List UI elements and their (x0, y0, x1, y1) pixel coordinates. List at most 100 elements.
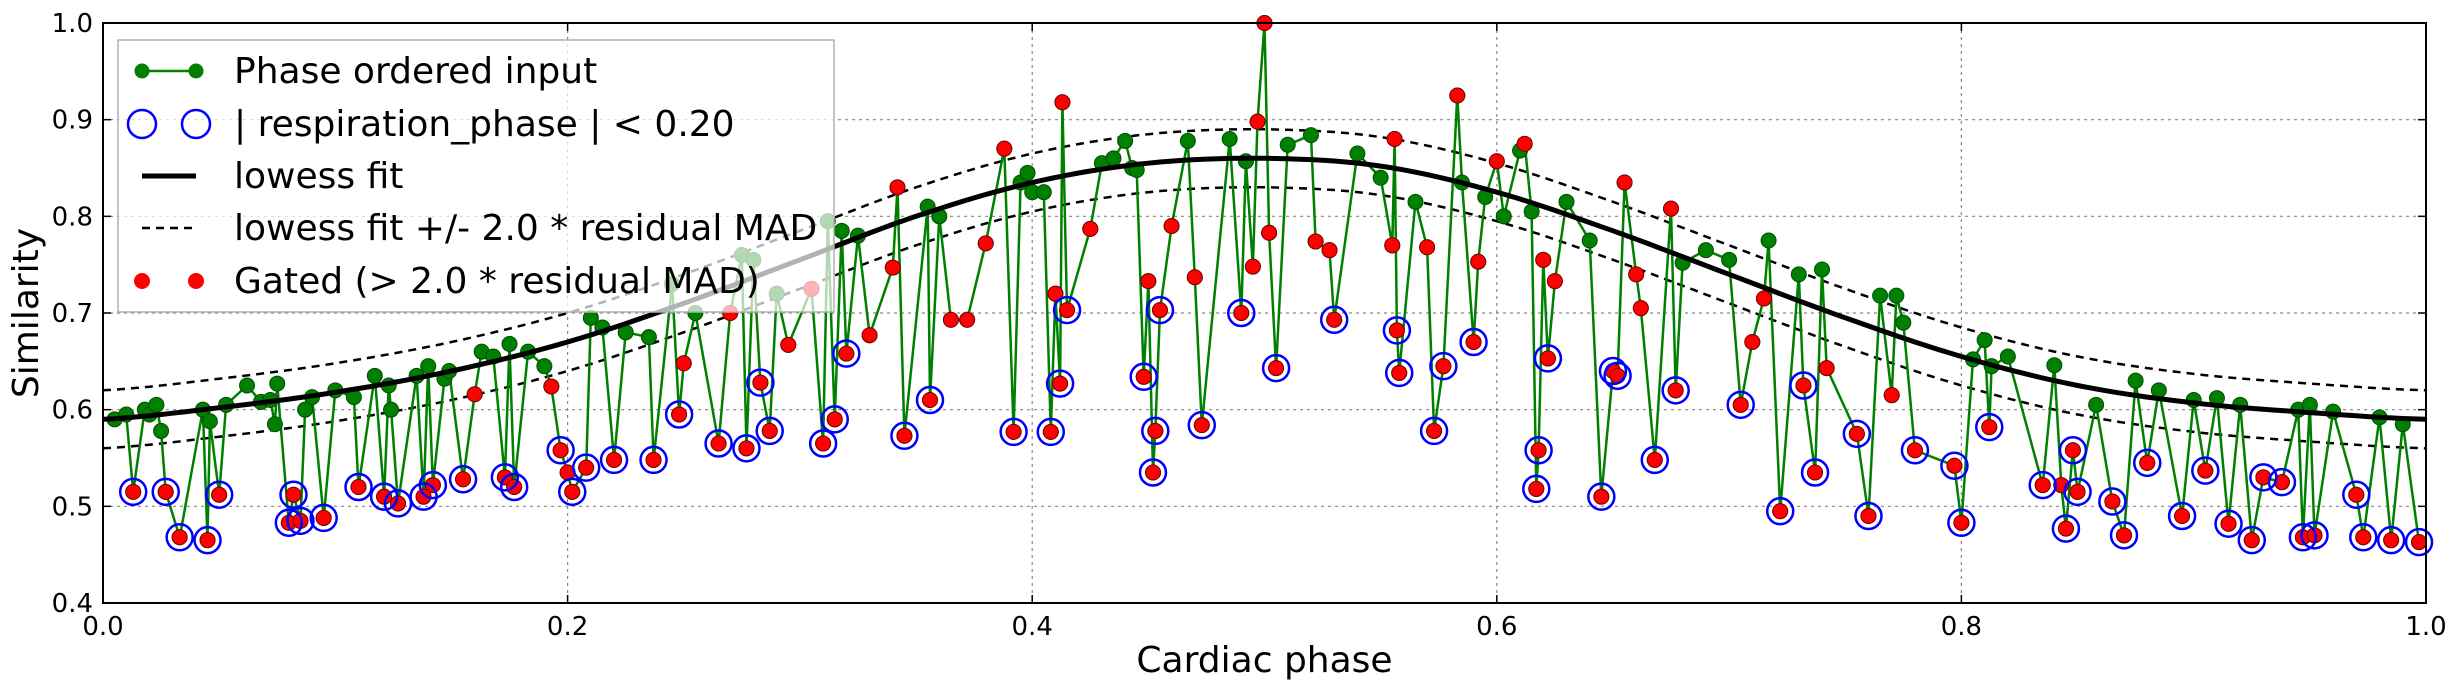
gated-point (1059, 302, 1076, 319)
gated-point (2064, 442, 2081, 459)
respiration-marker (1800, 458, 1830, 487)
gated-point (1233, 305, 1250, 321)
legend-respiration-circle (126, 108, 158, 140)
gated-point (1465, 334, 1482, 350)
gated-point (996, 140, 1013, 157)
gated-point (1906, 442, 1923, 459)
input-point (1302, 127, 1319, 144)
gated-point (1391, 364, 1408, 381)
respiration-marker (571, 453, 601, 482)
gated-point (211, 486, 228, 503)
gated-point (1981, 419, 1998, 436)
legend-respiration-circle (180, 108, 212, 140)
respiration-marker (1524, 436, 1553, 465)
gated-point (1795, 377, 1812, 394)
legend-input-dot (188, 63, 204, 79)
gated-series (125, 15, 2428, 551)
input-point (1581, 232, 1598, 249)
gated-point (2139, 454, 2156, 471)
gated-point (1244, 258, 1261, 275)
respiration-marker (286, 506, 315, 536)
legend-label: lowess fit (234, 156, 403, 197)
gated-point (2069, 483, 2086, 500)
respiration-marker (755, 416, 784, 446)
gated-point (1384, 237, 1401, 254)
input-point (1872, 287, 1889, 304)
gated-point (424, 477, 441, 494)
input-point (1697, 242, 1714, 259)
input-point (1372, 169, 1389, 186)
input-point (1407, 193, 1424, 210)
input-point (201, 413, 218, 430)
x-tick-label: 0.6 (1476, 612, 1517, 642)
respiration-marker (2191, 456, 2220, 485)
x-axis-label: Cardiac phase (1136, 640, 1392, 681)
input-point (420, 358, 437, 375)
respiration-marker (2376, 525, 2406, 555)
respiration-marker (344, 472, 373, 502)
gated-point (1470, 253, 1487, 270)
gated-point (1663, 200, 1680, 217)
gated-point (838, 345, 855, 362)
input-point (1976, 332, 1993, 349)
respiration-marker (1052, 295, 1082, 325)
respiration-marker (2288, 523, 2318, 552)
gated-point (1163, 218, 1180, 234)
y-tick-label: 0.8 (52, 202, 93, 232)
respiration-marker (664, 400, 694, 429)
gated-point (1449, 87, 1466, 104)
gated-point (1249, 113, 1266, 130)
gated-point (315, 509, 332, 526)
respiration-marker (832, 339, 861, 368)
gated-point (1193, 417, 1210, 434)
gated-point (2104, 493, 2121, 510)
input-point (1179, 132, 1196, 149)
input-point (833, 222, 850, 239)
gated-point (942, 311, 959, 328)
y-tick-label: 1.0 (52, 9, 93, 39)
input-point (1790, 266, 1807, 283)
respiration-marker (369, 482, 399, 511)
respiration-marker (490, 463, 520, 492)
gated-point (675, 355, 692, 372)
gated-point (415, 488, 432, 505)
respiration-marker (2237, 525, 2267, 555)
respiration-marker (2058, 436, 2088, 465)
gated-point (1144, 464, 1161, 481)
y-tick-label: 0.6 (52, 396, 93, 426)
respiration-marker (1384, 358, 1414, 388)
y-tick-label: 0.5 (52, 492, 93, 522)
gated-point (1539, 350, 1556, 367)
respiration-marker (1419, 416, 1449, 446)
gated-point (645, 451, 662, 468)
y-tick-label: 0.9 (52, 106, 93, 136)
respiration-marker (418, 470, 448, 500)
legend-label: lowess fit +/- 2.0 * residual MAD (234, 208, 817, 249)
gated-point (1082, 220, 1099, 237)
gated-point (1628, 266, 1645, 283)
x-tick-label: 0.2 (547, 612, 588, 642)
input-point (1279, 136, 1296, 153)
input-point (2088, 396, 2105, 413)
gated-point (1953, 514, 1970, 531)
gated-point (578, 459, 595, 476)
upper-band-line (102, 127, 2427, 392)
respiration-marker (704, 429, 733, 458)
input-point (1999, 348, 2016, 365)
gated-point (1047, 285, 1064, 302)
gated-point (2220, 515, 2237, 532)
gated-point (1546, 273, 1563, 290)
respiration-marker (599, 445, 629, 475)
gated-point (752, 374, 769, 391)
input-point (1558, 193, 1575, 210)
respiration-marker (1459, 327, 1488, 357)
respiration-marker (1726, 390, 1755, 420)
lowess-fit-line (102, 155, 2427, 422)
gated-point (606, 451, 623, 468)
gated-point (884, 259, 901, 276)
gated-point (710, 435, 727, 452)
respiration-marker (309, 503, 338, 533)
x-tick-label: 1.0 (2405, 612, 2446, 642)
gated-point (125, 483, 142, 500)
input-point (1495, 208, 1512, 225)
